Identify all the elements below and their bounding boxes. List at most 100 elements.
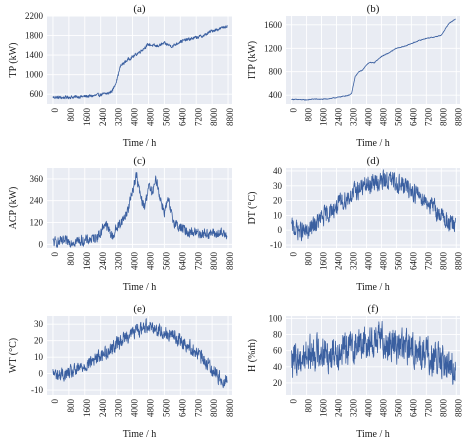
x-axis-label: Time / h <box>123 282 157 293</box>
y-tick-label: -10 <box>270 240 282 250</box>
y-tick-label: 100 <box>269 313 283 323</box>
plot-area <box>47 16 232 104</box>
y-tick-label: 40 <box>273 166 283 176</box>
x-tick-label: 8000 <box>209 108 219 127</box>
y-tick-label: 10 <box>34 352 44 362</box>
series-line <box>52 25 228 100</box>
x-tick-label: 6400 <box>408 399 418 418</box>
x-tick-label: 0 <box>289 108 299 113</box>
x-tick-label: 1600 <box>82 252 92 271</box>
x-tick-label: 0 <box>50 399 60 404</box>
x-tick-label: 8000 <box>209 399 219 418</box>
x-tick-label: 4800 <box>378 399 388 418</box>
x-tick-label: 800 <box>66 252 76 266</box>
x-tick-label: 4000 <box>130 252 140 271</box>
y-tick-label: 80 <box>273 330 283 340</box>
x-tick-label: 4800 <box>146 252 156 271</box>
y-tick-label: 30 <box>34 319 44 329</box>
x-tick-label: 800 <box>304 399 314 413</box>
x-tick-label: 2400 <box>98 399 108 418</box>
x-tick-label: 8800 <box>453 399 463 418</box>
x-tick-label: 3200 <box>114 252 124 271</box>
x-tick-label: 0 <box>50 108 60 113</box>
y-tick-label: 20 <box>34 336 44 346</box>
y-tick-label: 10 <box>273 210 283 220</box>
y-tick-label: 360 <box>30 174 44 184</box>
x-tick-label: 5600 <box>161 252 171 271</box>
y-axis-label: WT (°C) <box>8 338 19 373</box>
y-axis-label: DT (°C) <box>247 192 258 225</box>
x-axis-label: Time / h <box>356 429 390 440</box>
x-tick-label: 0 <box>50 252 60 257</box>
x-tick-label: 4000 <box>130 108 140 127</box>
x-tick-label: 800 <box>304 252 314 266</box>
y-tick-label: 600 <box>30 89 44 99</box>
x-tick-label: 3200 <box>349 399 359 418</box>
x-tick-label: 5600 <box>393 399 403 418</box>
x-tick-label: 7200 <box>423 108 433 127</box>
chart-panel: 0 800 1600 2400 3200 4000 4800 5600 6400 7200 8000… <box>247 3 463 149</box>
x-tick-label: 6400 <box>177 399 187 418</box>
panel-title: (f) <box>368 303 379 315</box>
chart-panel: 0 800 1600 2400 3200 4000 4800 5600 6400 7200 8000… <box>8 303 235 440</box>
x-axis-label: Time / h <box>356 138 390 149</box>
x-axis-label: Time / h <box>123 138 157 149</box>
x-axis-label: Time / h <box>356 282 390 293</box>
x-tick-label: 800 <box>66 108 76 122</box>
x-tick-label: 8800 <box>453 108 463 127</box>
x-tick-label: 4800 <box>146 399 156 418</box>
series-line <box>291 320 456 385</box>
y-axis-label: ACP (kW) <box>8 187 19 230</box>
y-tick-label: 1000 <box>25 70 44 80</box>
x-tick-label: 2400 <box>98 252 108 271</box>
y-axis-label: ITP (kW) <box>247 41 258 79</box>
x-tick-label: 7200 <box>193 399 203 418</box>
x-tick-label: 6400 <box>177 108 187 127</box>
x-tick-label: 6400 <box>408 108 418 127</box>
y-tick-label: -10 <box>31 385 43 395</box>
plot-area <box>286 16 460 104</box>
x-tick-label: 3200 <box>349 252 359 271</box>
x-tick-label: 4800 <box>378 252 388 271</box>
y-tick-label: 120 <box>30 218 44 228</box>
y-tick-label: 0 <box>278 225 283 235</box>
x-tick-label: 4000 <box>364 108 374 127</box>
x-tick-label: 1600 <box>82 108 92 127</box>
x-tick-label: 3200 <box>114 108 124 127</box>
y-tick-label: 60 <box>273 346 283 356</box>
y-tick-label: 20 <box>273 196 283 206</box>
x-tick-label: 8000 <box>438 108 448 127</box>
x-tick-label: 800 <box>304 108 314 122</box>
y-tick-label: 40 <box>273 362 283 372</box>
x-tick-label: 8800 <box>225 108 235 127</box>
series-line <box>291 169 456 242</box>
x-tick-label: 7200 <box>423 252 433 271</box>
chart-panel: 0 800 1600 2400 3200 4000 4800 5600 6400 7200 8000… <box>8 3 235 149</box>
panel-title: (a) <box>133 3 146 15</box>
x-tick-label: 8800 <box>453 252 463 271</box>
x-tick-label: 6400 <box>177 252 187 271</box>
y-tick-label: 1800 <box>25 31 44 41</box>
x-tick-label: 800 <box>66 399 76 413</box>
y-axis-label: TP (kW) <box>8 43 19 78</box>
plot-area <box>47 168 232 248</box>
x-tick-label: 1600 <box>319 399 329 418</box>
x-tick-label: 4800 <box>146 108 156 127</box>
x-tick-label: 5600 <box>393 108 403 127</box>
series-line <box>52 172 228 248</box>
y-tick-label: 800 <box>269 67 283 77</box>
y-tick-label: 400 <box>269 90 283 100</box>
chart-panel: 0 800 1600 2400 3200 4000 4800 5600 6400 7200 8000… <box>247 155 463 293</box>
y-tick-label: 2200 <box>25 11 44 21</box>
y-tick-label: 1200 <box>264 43 283 53</box>
chart-panel: 0 800 1600 2400 3200 4000 4800 5600 6400 7200 8000… <box>8 155 235 293</box>
x-tick-label: 7200 <box>193 252 203 271</box>
panel-title: (d) <box>367 155 380 167</box>
y-tick-label: 240 <box>30 196 44 206</box>
y-tick-label: 20 <box>273 378 283 388</box>
x-tick-label: 2400 <box>98 108 108 127</box>
x-tick-label: 8000 <box>209 252 219 271</box>
x-tick-label: 1600 <box>319 252 329 271</box>
y-axis-label: H (%rh) <box>247 339 258 372</box>
